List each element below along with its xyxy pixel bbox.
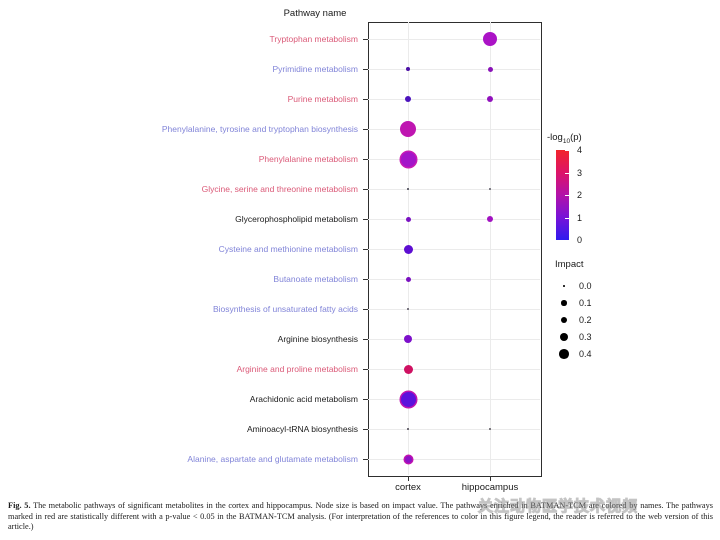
y-axis-tick [363, 219, 368, 220]
data-point [407, 188, 409, 190]
horizontal-gridline [368, 339, 540, 340]
pathway-label: Arginine and proline metabolism [236, 363, 358, 374]
size-legend-value: 0.1 [579, 298, 592, 308]
y-axis-tick [363, 189, 368, 190]
pathway-label: Tryptophan metabolism [269, 33, 358, 44]
data-point [407, 308, 409, 310]
horizontal-gridline [368, 459, 540, 460]
pathway-label: Glycine, serine and threonine metabolism [201, 183, 358, 194]
data-point [487, 66, 493, 72]
pathway-label: Pyrimidine metabolism [272, 63, 359, 74]
y-axis-tick [363, 39, 368, 40]
data-point [400, 151, 416, 167]
horizontal-gridline [368, 219, 540, 220]
size-legend-dot [561, 300, 567, 306]
pathway-label: Phenylalanine, tyrosine and tryptophan b… [161, 123, 358, 134]
data-point [483, 32, 497, 46]
pathway-label: Phenylalanine metabolism [258, 153, 358, 164]
color-legend-tick-label: 3 [577, 167, 583, 178]
figure-caption: Fig. 5. The metabolic pathways of signif… [8, 501, 713, 533]
pathway-label: Glycerophospholipid metabolism [235, 213, 358, 224]
color-legend-tick-mark [565, 240, 569, 241]
y-axis-tick [363, 369, 368, 370]
pathway-label: Biosynthesis of unsaturated fatty acids [212, 303, 358, 314]
horizontal-gridline [368, 249, 540, 250]
size-legend-dot [563, 285, 565, 287]
y-axis-tick [363, 249, 368, 250]
pathway-label: Cysteine and methionine metabolism [218, 243, 358, 254]
y-axis-tick [363, 429, 368, 430]
y-axis-tick [363, 99, 368, 100]
watermark: 关注动物医学技术视频 [478, 497, 639, 516]
horizontal-gridline [368, 399, 540, 400]
x-axis-tick [490, 476, 491, 481]
size-legend-value: 0.2 [579, 315, 592, 325]
x-axis-tick [408, 476, 409, 481]
x-axis-label-cortex: cortex [395, 482, 421, 493]
pathway-label: Butanoate metabolism [273, 273, 358, 284]
y-axis-tick [363, 399, 368, 400]
size-legend-value: 0.0 [579, 281, 592, 291]
color-legend-tick-mark [565, 172, 569, 174]
data-point [489, 428, 491, 430]
data-point [403, 364, 413, 374]
color-legend-tick-label: 0 [577, 235, 583, 245]
vertical-gridline [490, 22, 491, 475]
color-legend-tick-mark [565, 150, 569, 151]
y-axis-tick [363, 309, 368, 310]
size-legend-dot [559, 332, 569, 342]
horizontal-gridline [368, 159, 540, 160]
data-point [407, 428, 409, 430]
color-legend-title: -log10(p) [547, 132, 582, 145]
caption-fig-label: Fig. 5. [8, 501, 31, 510]
color-legend-tick-label: 2 [577, 190, 583, 200]
y-axis-tick [363, 159, 368, 160]
pathway-label: Purine metabolism [287, 93, 358, 104]
data-point [405, 216, 411, 222]
horizontal-gridline [368, 429, 540, 430]
color-legend-tick-label: 1 [577, 212, 583, 223]
horizontal-gridline [368, 39, 540, 40]
data-point [487, 96, 493, 102]
size-legend-value: 0.3 [579, 332, 592, 342]
horizontal-gridline [368, 129, 540, 130]
horizontal-gridline [368, 279, 540, 280]
color-legend-tick-mark [565, 195, 569, 196]
caption-text: The metabolic pathways of significant me… [8, 501, 713, 532]
data-point [487, 216, 493, 222]
horizontal-gridline [368, 189, 540, 190]
data-point [403, 244, 413, 254]
y-axis-tick [363, 129, 368, 130]
size-legend-dot [559, 349, 569, 359]
y-axis-tick [363, 339, 368, 340]
horizontal-gridline [368, 309, 540, 310]
color-legend-tick-label: 4 [577, 145, 583, 155]
horizontal-gridline [368, 69, 540, 70]
data-point [405, 276, 411, 282]
y-axis-tick [363, 279, 368, 280]
data-point [400, 121, 416, 137]
y-axis-tick [363, 69, 368, 70]
y-axis-title: Pathway name [283, 8, 347, 19]
size-legend-dot [560, 316, 568, 324]
data-point [405, 96, 411, 102]
data-point [400, 391, 416, 407]
y-axis-tick [363, 459, 368, 460]
pathway-label: Aminoacyl-tRNA biosynthesis [246, 423, 358, 434]
data-point [406, 67, 410, 71]
data-point [489, 188, 491, 190]
data-point [404, 335, 412, 343]
color-legend-tick-mark [565, 217, 569, 219]
pathway-label: Alanine, aspartate and glutamate metabol… [187, 453, 358, 464]
pathway-label: Arachidonic acid metabolism [249, 393, 358, 404]
size-legend-title: Impact [555, 259, 584, 270]
x-axis-label-hippocampus: hippocampus [461, 482, 519, 493]
size-legend-value: 0.4 [579, 349, 592, 359]
horizontal-gridline [368, 369, 540, 370]
data-point [404, 455, 412, 463]
horizontal-gridline [368, 99, 540, 100]
pathway-label: Arginine biosynthesis [277, 333, 358, 344]
